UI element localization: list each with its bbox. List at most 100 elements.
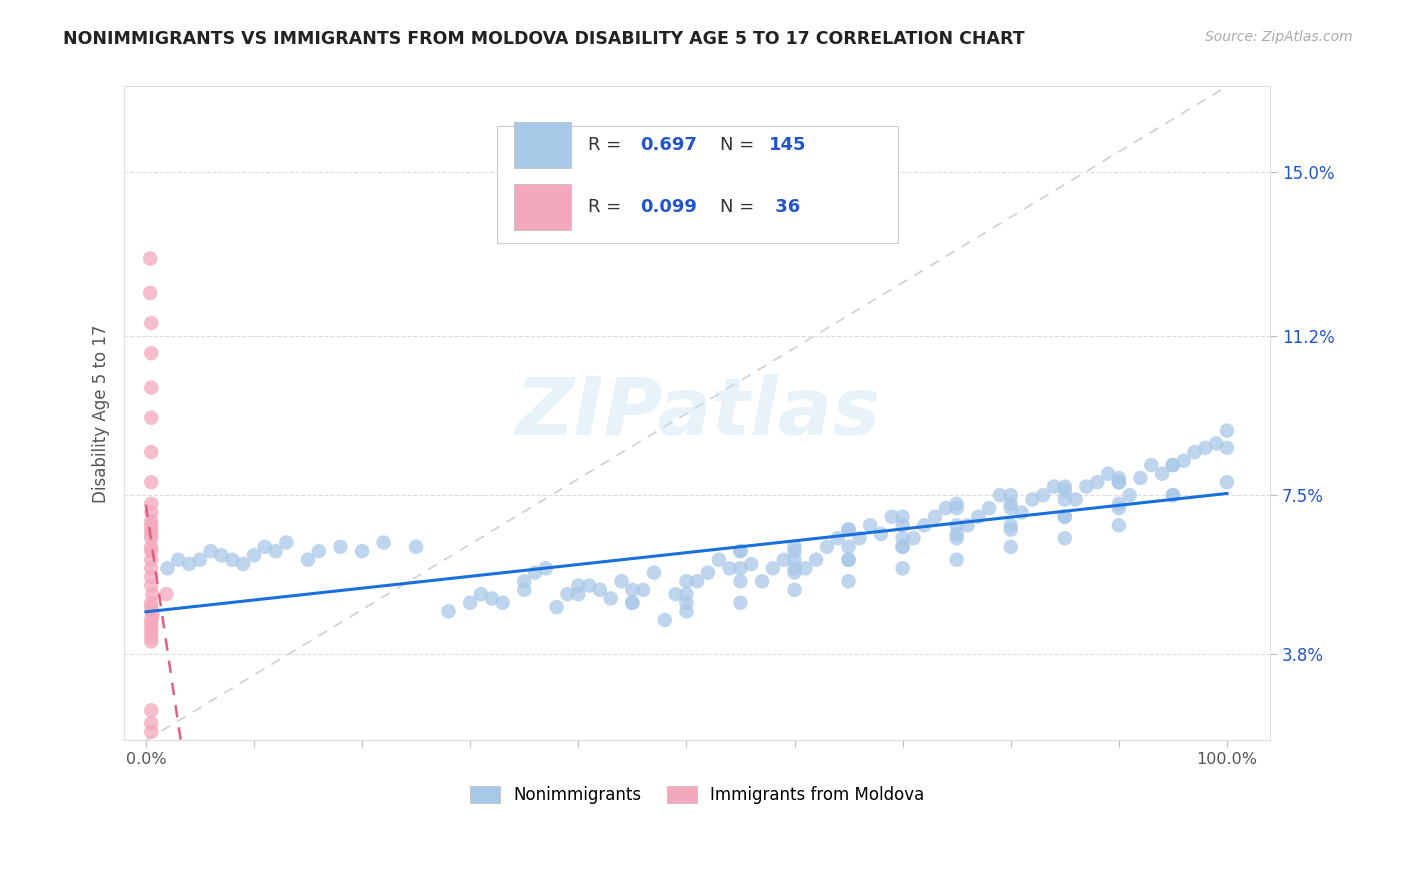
Point [1021, 492, 1043, 507]
Point [804, 553, 827, 567]
Point [141, 505, 163, 519]
Point [794, 561, 817, 575]
Point [610, 574, 633, 589]
Point [141, 544, 163, 558]
Point [945, 527, 967, 541]
Point [675, 574, 697, 589]
Text: N =: N = [720, 136, 761, 154]
Text: NONIMMIGRANTS VS IMMIGRANTS FROM MOLDOVA DISABILITY AGE 5 TO 17 CORRELATION CHAR: NONIMMIGRANTS VS IMMIGRANTS FROM MOLDOVA… [63, 30, 1025, 48]
Point [891, 540, 914, 554]
Point [1011, 505, 1033, 519]
Point [1064, 492, 1087, 507]
Point [1118, 488, 1140, 502]
Point [139, 285, 162, 300]
Point [707, 553, 730, 567]
Point [1108, 475, 1130, 490]
Point [141, 346, 163, 360]
Point [1000, 501, 1022, 516]
Point [352, 544, 374, 558]
Point [589, 582, 612, 597]
Point [783, 544, 806, 558]
Point [141, 561, 163, 575]
Point [141, 608, 163, 623]
Point [945, 531, 967, 545]
Point [1161, 458, 1184, 472]
Point [903, 531, 925, 545]
Point [870, 527, 893, 541]
Point [141, 540, 163, 554]
Point [675, 596, 697, 610]
Point [557, 587, 579, 601]
Point [891, 561, 914, 575]
Point [740, 557, 762, 571]
Point [891, 540, 914, 554]
Point [838, 574, 860, 589]
Point [1053, 531, 1076, 545]
Point [621, 582, 644, 597]
Point [141, 703, 163, 717]
Point [578, 578, 600, 592]
Point [1194, 441, 1216, 455]
Point [405, 540, 427, 554]
Point [1161, 458, 1184, 472]
Point [945, 501, 967, 516]
Point [437, 604, 460, 618]
Point [654, 613, 676, 627]
Point [139, 252, 162, 266]
Point [155, 587, 177, 601]
Point [1173, 454, 1195, 468]
Point [141, 316, 163, 330]
Point [141, 523, 163, 537]
Point [621, 596, 644, 610]
Point [891, 509, 914, 524]
Point [221, 553, 243, 567]
FancyBboxPatch shape [513, 185, 571, 230]
Point [534, 561, 557, 575]
Point [762, 561, 785, 575]
Point [643, 566, 665, 580]
Point [1043, 479, 1066, 493]
Point [1053, 483, 1076, 498]
Point [141, 622, 163, 636]
Point [730, 596, 752, 610]
Point [513, 582, 536, 597]
Point [141, 724, 163, 739]
Point [1108, 475, 1130, 490]
Point [1053, 509, 1076, 524]
Point [167, 553, 190, 567]
Point [141, 518, 163, 533]
Point [730, 544, 752, 558]
Point [697, 566, 720, 580]
Point [1000, 488, 1022, 502]
Point [1097, 467, 1119, 481]
Point [730, 561, 752, 575]
Point [838, 523, 860, 537]
Point [177, 557, 200, 571]
Point [783, 553, 806, 567]
Point [491, 596, 513, 610]
Point [141, 578, 163, 592]
Point [730, 574, 752, 589]
Point [297, 553, 319, 567]
Point [945, 497, 967, 511]
Text: N =: N = [720, 198, 761, 217]
Point [567, 587, 589, 601]
Point [141, 587, 163, 601]
Point [308, 544, 330, 558]
Point [730, 544, 752, 558]
Point [675, 604, 697, 618]
Point [141, 475, 163, 490]
Point [200, 544, 222, 558]
Point [458, 596, 481, 610]
Text: 145: 145 [769, 136, 807, 154]
Point [1076, 479, 1098, 493]
Point [631, 582, 654, 597]
Point [1108, 497, 1130, 511]
Point [1184, 445, 1206, 459]
Point [977, 501, 1000, 516]
Point [838, 553, 860, 567]
Point [276, 535, 298, 549]
Point [838, 523, 860, 537]
Point [141, 445, 163, 459]
Point [1129, 471, 1152, 485]
